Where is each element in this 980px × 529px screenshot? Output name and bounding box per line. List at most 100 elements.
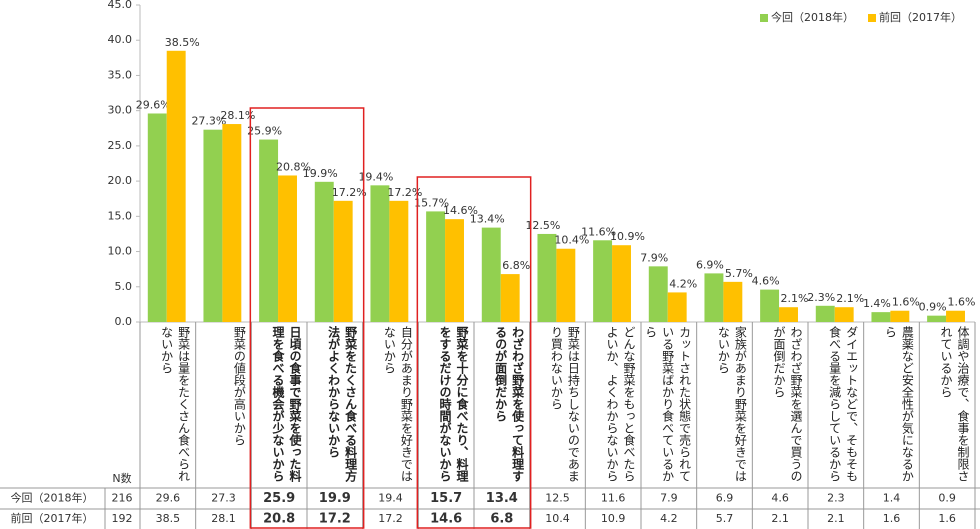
category-label: 家族があまり野菜を好きではないから	[716, 326, 748, 482]
y-tick-label: 0.0	[115, 315, 133, 328]
value-label: 19.9%	[303, 167, 338, 180]
bar	[166, 50, 186, 323]
table-value: 0.9	[938, 492, 956, 505]
category-label: 農薬など安全性が気になるから	[883, 326, 915, 482]
table-value: 10.4	[545, 512, 570, 525]
value-label: 1.6%	[892, 296, 920, 309]
table-value: 25.9	[263, 491, 295, 506]
value-label: 14.6%	[443, 204, 478, 217]
value-label: 17.2%	[387, 186, 422, 199]
bar	[500, 274, 520, 322]
bar	[704, 273, 724, 322]
bar	[779, 307, 798, 322]
bar	[927, 315, 947, 322]
value-label: 25.9%	[247, 125, 282, 138]
table-value: 6.9	[716, 492, 734, 505]
table-row-label: 今回（2018年）	[11, 491, 94, 505]
value-label: 28.1%	[220, 109, 255, 122]
bar	[815, 305, 835, 322]
bar	[259, 139, 279, 322]
table-value: 2.1	[771, 512, 789, 525]
bar	[147, 113, 167, 323]
value-label: 1.6%	[948, 296, 976, 309]
table-value: 15.7	[430, 491, 462, 506]
value-label: 4.6%	[752, 275, 780, 288]
value-label: 12.5%	[525, 219, 560, 232]
legend-swatch	[868, 14, 876, 22]
table-value: 4.6	[771, 492, 789, 505]
y-tick-label: 5.0	[115, 280, 133, 293]
category-label: 体調や治療で、食事を制限されているから	[938, 326, 970, 482]
y-tick-label: 30.0	[108, 104, 133, 117]
value-label: 2.1%	[781, 292, 809, 305]
table-n: 192	[112, 512, 133, 525]
table-value: 2.3	[827, 492, 845, 505]
value-label: 20.8%	[276, 160, 311, 173]
bar	[760, 289, 780, 322]
category-label: 日頃の食事で野菜を使った料理を食べる機会が少ないから	[270, 326, 302, 482]
table-value: 1.4	[883, 492, 901, 505]
legend-label: 今回（2018年）	[771, 10, 854, 24]
value-label: 10.9%	[610, 230, 645, 243]
category-label: ダイエットなどで、そもそも食べる量を減らしているから	[827, 326, 859, 482]
category-label: 野菜の値段が高いから	[232, 326, 247, 446]
bar	[222, 124, 242, 322]
table-value: 11.6	[601, 492, 626, 505]
value-label: 7.9%	[640, 251, 668, 264]
bar	[445, 219, 464, 322]
table-value: 2.1	[827, 512, 845, 525]
value-label: 15.7%	[414, 196, 449, 209]
value-label: 5.7%	[725, 267, 753, 280]
table-value: 27.3	[211, 492, 236, 505]
value-label: 2.3%	[807, 291, 835, 304]
bar	[648, 266, 668, 322]
bar	[723, 281, 743, 322]
legend-swatch	[760, 14, 768, 22]
y-tick-label: 40.0	[108, 33, 133, 46]
bar	[278, 175, 297, 322]
value-label: 6.9%	[696, 258, 724, 271]
value-label: 10.4%	[554, 234, 589, 247]
value-label: 17.2%	[332, 186, 367, 199]
y-tick-label: 25.0	[108, 139, 133, 152]
bar	[946, 310, 965, 322]
category-label: どんな野菜をもっと食べたらよいか、よくわからないから	[604, 326, 636, 482]
bar	[314, 181, 334, 322]
bar	[481, 227, 501, 322]
table-value: 29.6	[156, 492, 181, 505]
table-value: 1.6	[883, 512, 901, 525]
y-tick-label: 10.0	[108, 245, 133, 258]
category-label: 野菜をたくさん食べる料理方法がよくわからないから	[326, 326, 358, 482]
value-label: 6.8%	[502, 259, 530, 272]
table-value: 6.8	[490, 512, 513, 527]
category-label: わざわざ野菜を選んで買うのが面倒だから	[771, 326, 803, 482]
y-tick-label: 45.0	[108, 0, 133, 11]
bar	[203, 129, 223, 322]
value-label: 4.2%	[669, 277, 697, 290]
value-label: 29.6%	[136, 98, 171, 111]
table-value: 12.5	[545, 492, 570, 505]
table-value: 5.7	[716, 512, 734, 525]
value-label: 0.9%	[919, 301, 947, 314]
bar	[612, 245, 631, 322]
table-value: 13.4	[486, 491, 518, 506]
bar	[370, 185, 390, 322]
bar	[333, 200, 353, 322]
value-label: 38.5%	[165, 36, 200, 49]
bar	[389, 200, 409, 322]
highlight-box	[249, 107, 365, 529]
value-label: 1.4%	[863, 297, 891, 310]
table-value: 17.2	[319, 512, 351, 527]
bar	[890, 310, 910, 322]
y-tick-label: 35.0	[108, 68, 133, 81]
category-label: カットされた状態で売られている野菜ばかり食べているから	[645, 326, 692, 482]
table-value: 1.6	[938, 512, 956, 525]
category-label: 自分があまり野菜を好きではないから	[382, 326, 414, 482]
table-row-label: 前回（2017年）	[11, 511, 94, 525]
table-value: 28.1	[211, 512, 236, 525]
table-value: 19.9	[319, 491, 351, 506]
table-value: 14.6	[430, 512, 462, 527]
value-label: 11.6%	[581, 225, 616, 238]
category-label: 野菜は日持ちしないのであまり買わないから	[549, 326, 581, 482]
